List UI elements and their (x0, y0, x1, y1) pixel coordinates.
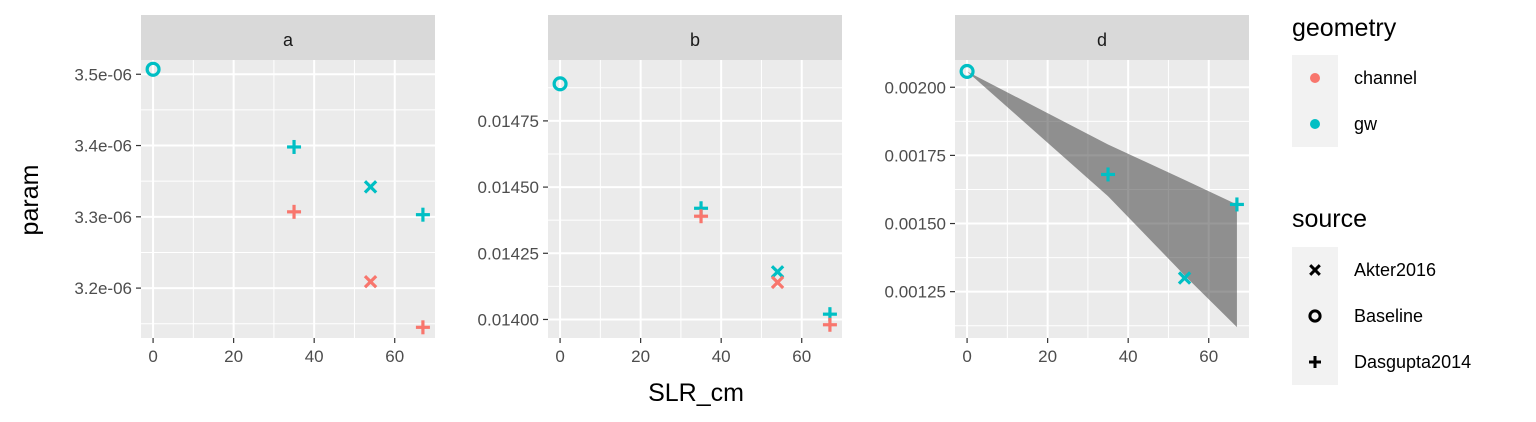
data-point-channel-dasgupta2014 (694, 209, 709, 224)
data-point-channel-akter2016-b (770, 275, 785, 290)
facet-strip-label: b (690, 30, 700, 50)
y-tick-label: 0.00175 (885, 146, 946, 165)
y-tick-label: 0.01425 (478, 244, 539, 263)
x-tick-label: 40 (305, 347, 324, 366)
x-tick-label: 40 (1119, 347, 1138, 366)
y-tick-label: 0.01450 (478, 178, 539, 197)
legend-title-geometry: geometry (1292, 14, 1397, 42)
legend-key-background (1292, 55, 1338, 147)
data-point-channel-akter2016 (363, 274, 378, 289)
data-point-gw-akter2016-b (770, 265, 785, 279)
legend-label-baseline: Baseline (1354, 306, 1423, 326)
data-point-gw-dasgupta2014 (1101, 167, 1116, 182)
panel-a: a 0 20 40 60 3.2e-06 3.3e-06 3.4e-06 3.5e-06 (74, 15, 435, 366)
legend-key-channel (1310, 73, 1320, 83)
legend-key-x-b (1309, 264, 1321, 276)
x-tick-label: 60 (792, 347, 811, 366)
panel-background (548, 60, 842, 338)
data-point-gw-baseline (145, 61, 161, 77)
data-point-channel-dasgupta2014 (822, 317, 837, 332)
legend-label-channel: channel (1354, 68, 1417, 88)
legend-key-gw (1310, 119, 1320, 129)
data-point-gw-akter2016 (1177, 271, 1192, 285)
x-axis-title: SLR_cm (648, 379, 744, 407)
y-tick-label: 3.3e-06 (74, 208, 132, 227)
panel-background (141, 60, 435, 338)
facet-strip-b (548, 15, 842, 60)
x-tick-label: 20 (631, 347, 650, 366)
y-tick-label: 0.00200 (885, 78, 946, 97)
x-tick-label: 0 (148, 347, 157, 366)
panel-d: d 0 20 40 60 0.00125 0.00150 0.00175 0.00200 (885, 15, 1249, 366)
legend-key-circle (1308, 309, 1322, 323)
data-point-gw-dasgupta2014 (287, 139, 302, 154)
facet-strip-label: d (1097, 30, 1107, 50)
legend-label-gw: gw (1354, 114, 1378, 134)
legend: geometry channel gw source Akter2016 Baseline… (1292, 14, 1471, 385)
data-point-gw-baseline (959, 63, 975, 79)
x-tick-label: 20 (224, 347, 243, 366)
data-point-gw-akter2016 (770, 265, 785, 279)
data-point-channel-akter2016-b (363, 274, 378, 289)
y-tick-label: 0.00125 (885, 283, 946, 302)
data-point-gw-dasgupta2014 (1229, 197, 1244, 212)
data-point-gw-akter2016 (363, 180, 378, 194)
y-tick-label: 0.01475 (478, 112, 539, 131)
confidence-ribbon (967, 71, 1237, 328)
facet-strip-label: a (283, 30, 294, 50)
y-tick-label: 3.4e-06 (74, 137, 132, 156)
y-tick-label: 0.00150 (885, 215, 946, 234)
x-tick-label: 40 (712, 347, 731, 366)
x-tick-label: 0 (555, 347, 564, 366)
data-point-gw-baseline (552, 76, 568, 92)
y-tick-label: 3.2e-06 (74, 279, 132, 298)
data-point-channel-dasgupta2014 (287, 204, 302, 219)
y-tick-label: 3.5e-06 (74, 65, 132, 84)
facet-strip-a (141, 15, 435, 60)
legend-key-plus (1309, 356, 1321, 368)
data-point-gw-akter2016-b (363, 180, 378, 194)
legend-label-akter2016: Akter2016 (1354, 260, 1436, 280)
x-tick-label: 20 (1038, 347, 1057, 366)
x-tick-label: 0 (962, 347, 971, 366)
y-axis-title: param (16, 165, 44, 236)
x-tick-label: 60 (385, 347, 404, 366)
data-point-channel-dasgupta2014 (415, 320, 430, 335)
legend-key-x (1309, 264, 1321, 276)
legend-label-dasgupta2014: Dasgupta2014 (1354, 352, 1471, 372)
data-point-channel-akter2016 (770, 275, 785, 290)
panel-b: b 0 20 40 60 0.01400 0.01425 0.01450 0.01475 (478, 15, 842, 366)
legend-title-source: source (1292, 205, 1367, 233)
facet-strip-d (955, 15, 1249, 60)
data-point-gw-akter2016-b (1177, 271, 1192, 285)
x-tick-label: 60 (1199, 347, 1218, 366)
y-tick-label: 0.01400 (478, 310, 539, 329)
data-point-gw-dasgupta2014 (415, 207, 430, 222)
